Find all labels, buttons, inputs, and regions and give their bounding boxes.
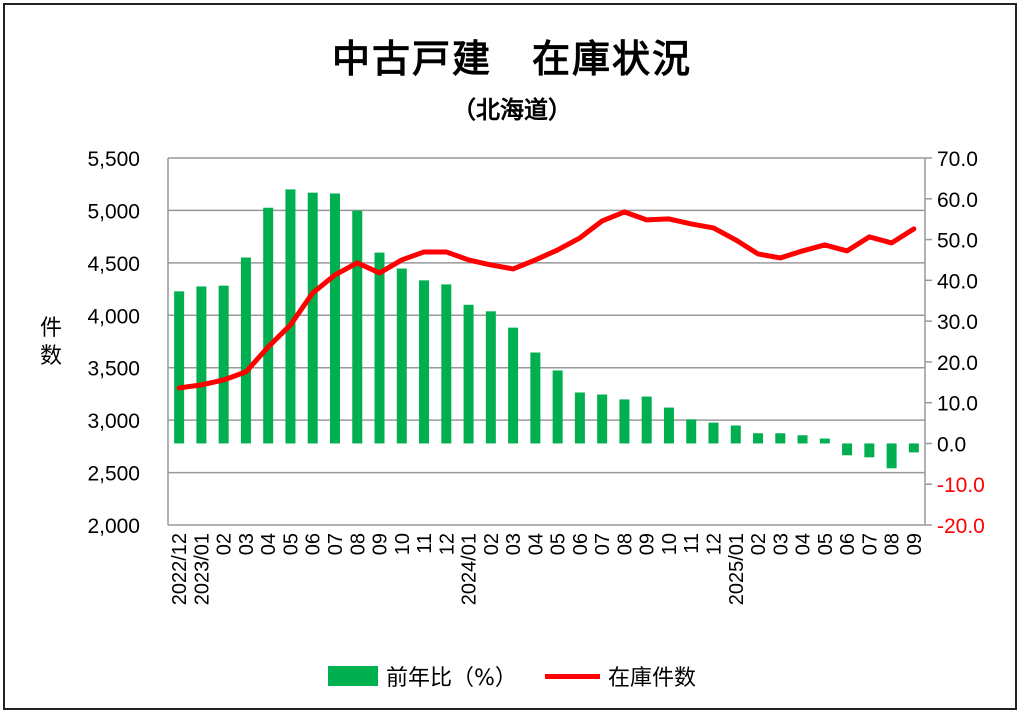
x-tick-label: 04 [258,533,280,555]
right-tick-label: 70.0 [937,148,978,171]
x-tick-label: 05 [548,533,570,555]
bar-yoy [597,394,608,444]
bar-yoy [619,399,630,444]
x-tick-label: 03 [770,533,792,555]
bar-yoy [886,443,897,469]
bar-yoy [196,286,207,444]
left-tick-label: 4,500 [87,253,140,276]
right-tick-label: 60.0 [937,189,978,212]
y-axis-label: 件数 [39,316,62,369]
left-tick-label: 5,500 [87,148,140,171]
legend: 前年比（%） 在庫件数 [0,660,1024,692]
bar-yoy [419,280,430,444]
chart-title: 中古戸建 在庫状況 [331,37,692,81]
bar-yoy [485,311,496,444]
bar-yoy [396,268,407,444]
bar-yoy [864,443,875,458]
bar-yoy [174,291,185,444]
bar-yoy [842,443,853,456]
left-tick-label: 4,000 [87,305,140,328]
left-tick-label: 2,000 [87,515,140,538]
x-tick-label: 2025/01 [726,533,748,605]
x-tick-label: 2022/12 [169,533,191,605]
x-tick-label: 08 [882,533,904,555]
x-tick-label: 07 [325,533,347,555]
bar-yoy [530,352,541,444]
x-tick-label: 06 [303,533,325,555]
bar-yoy [753,433,764,444]
bar-yoy [708,422,719,444]
bar-yoy [730,425,741,444]
right-tick-label: -20.0 [937,515,985,538]
x-tick-label: 08 [614,533,636,555]
left-tick-label: 2,500 [87,463,140,486]
bar-yoy [508,327,519,444]
x-tick-label: 02 [481,533,503,555]
legend-label-yoy: 前年比（%） [386,666,517,691]
right-tick-label: 20.0 [937,352,978,375]
x-tick-label: 05 [815,533,837,555]
bar-yoy [797,435,808,444]
x-tick-label: 07 [592,533,614,555]
x-tick-label: 06 [570,533,592,555]
bar-yoy [218,285,229,444]
right-tick-label: 40.0 [937,270,978,293]
bar-yoy [441,284,452,444]
x-tick-label: 09 [637,533,659,555]
bar-yoy [352,210,363,444]
bar-yoy [663,407,674,444]
chart-frame [3,3,1017,710]
x-tick-label: 07 [859,533,881,555]
legend-item-yoy: 前年比（%） [328,660,517,692]
x-tick-label: 11 [681,533,703,554]
chart-subtitle: （北海道） [452,96,572,124]
legend-label-inventory: 在庫件数 [607,666,696,691]
x-tick-label: 2023/01 [191,533,213,605]
x-tick-label: 02 [214,533,236,555]
x-tick-label: 09 [904,533,926,555]
bar-yoy [552,370,563,444]
bar-yoy [329,193,340,444]
bar-yoy [285,189,296,444]
x-tick-label: 05 [280,533,302,555]
bar-yoy [641,396,652,444]
x-tick-label: 06 [837,533,859,555]
legend-item-inventory: 在庫件数 [544,660,696,692]
bar-yoy [463,304,474,444]
left-tick-label: 3,500 [87,358,140,381]
bar-yoy [307,192,318,444]
x-tick-label: 11 [414,533,436,554]
x-tick-label: 03 [236,533,258,555]
left-tick-label: 5,000 [87,200,140,223]
x-tick-label: 09 [370,533,392,555]
line-inventory [176,209,917,391]
legend-swatch-bar [328,666,379,686]
bar-yoy [374,252,385,444]
bar-yoy [240,257,251,444]
x-tick-label: 04 [525,533,547,555]
bar-yoy [908,443,919,453]
x-tick-label: 10 [659,533,681,555]
x-tick-label: 08 [347,533,369,555]
bar-yoy [775,433,786,444]
x-tick-label: 10 [392,533,414,555]
left-tick-label: 3,000 [87,410,140,433]
x-tick-label: 04 [793,533,815,555]
right-tick-label: -10.0 [937,474,985,497]
legend-swatch-line [544,673,600,679]
bar-yoy [574,392,585,444]
right-tick-label: 10.0 [937,393,978,416]
right-tick-label: 0.0 [937,433,966,456]
bar-yoy [263,207,274,444]
x-tick-label: 02 [748,533,770,555]
right-tick-label: 50.0 [937,230,978,253]
x-tick-label: 03 [503,533,525,555]
x-tick-label: 12 [703,533,725,555]
x-tick-label: 2024/01 [459,533,481,605]
right-tick-label: 30.0 [937,311,978,334]
x-tick-label: 12 [436,533,458,555]
bar-yoy [819,438,830,444]
bar-yoy [686,419,697,444]
